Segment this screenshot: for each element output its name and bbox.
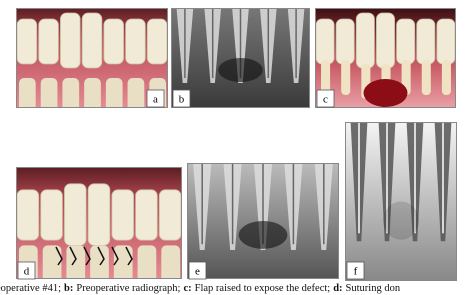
- panel-label: f: [354, 266, 358, 278]
- panel: [171, 8, 310, 108]
- panel: [187, 163, 339, 279]
- tooth: [16, 18, 38, 65]
- caption-text: Suturing don: [345, 283, 401, 294]
- defect: [363, 79, 408, 107]
- tooth: [87, 183, 111, 246]
- panel-label: c: [323, 94, 328, 106]
- lower-tooth: [84, 78, 101, 108]
- suture: [111, 246, 119, 266]
- panel-art: [16, 8, 457, 281]
- tooth: [355, 12, 375, 69]
- tooth: [416, 18, 436, 65]
- suture: [125, 246, 133, 266]
- lower-tooth: [105, 78, 123, 108]
- root: [441, 60, 451, 95]
- tooth: [135, 189, 158, 241]
- panel-label: a: [153, 94, 158, 106]
- panel-border: [315, 8, 456, 108]
- lower-tooth: [40, 78, 58, 108]
- tooth: [158, 189, 182, 241]
- panel-border: [16, 8, 168, 108]
- caption-key: d:: [333, 283, 343, 294]
- lesion: [383, 201, 419, 240]
- lower-tooth: [137, 245, 157, 279]
- lesion: [238, 221, 288, 249]
- lower-tooth: [127, 78, 145, 108]
- lower-tooth: [19, 78, 36, 108]
- lower-tooth: [66, 245, 86, 279]
- figure-panels: a b c d e f: [16, 8, 457, 281]
- panel-border: [171, 8, 310, 108]
- label-box: [188, 261, 207, 280]
- panel: [315, 8, 456, 108]
- panel-image: [345, 122, 457, 281]
- tooth: [81, 12, 103, 69]
- panel-labels: a b c d e f: [17, 89, 365, 280]
- tooth: [125, 18, 146, 65]
- panel: [345, 122, 457, 281]
- caption-key: b:: [64, 283, 74, 294]
- panel-image: [315, 8, 456, 108]
- label-box: [146, 89, 165, 108]
- panel-border: [345, 122, 457, 281]
- tooth: [376, 12, 395, 69]
- caption-text: Flap raised to expose the defect;: [194, 283, 331, 294]
- tooth: [396, 18, 416, 65]
- tooth: [111, 189, 134, 241]
- suture: [83, 246, 91, 266]
- tooth: [16, 189, 40, 241]
- panel-label: e: [195, 266, 200, 278]
- caption-text: eoperative #41;: [0, 283, 62, 294]
- lower-tooth: [113, 245, 133, 279]
- panel-label: d: [24, 266, 30, 278]
- suture: [69, 246, 77, 266]
- tooth: [60, 12, 81, 69]
- lower-tooth: [62, 78, 80, 108]
- panel-label: b: [179, 94, 185, 106]
- caption-text: Preoperative radiograph;: [76, 283, 181, 294]
- panel-border: [187, 163, 339, 279]
- tooth: [64, 183, 87, 246]
- label-box: [172, 89, 191, 108]
- tooth: [146, 18, 168, 65]
- panel-image: [171, 8, 310, 108]
- panel: [16, 8, 168, 108]
- panel-image: [16, 8, 168, 108]
- panel-image: [187, 163, 339, 279]
- label-box: [17, 261, 36, 280]
- tooth: [335, 18, 355, 65]
- suture: [55, 246, 63, 266]
- suture: [97, 246, 105, 266]
- lower-tooth: [90, 245, 109, 279]
- lesion: [218, 58, 263, 82]
- label-box: [346, 261, 365, 280]
- tooth: [315, 18, 335, 65]
- tooth: [40, 189, 63, 241]
- figure-caption: eoperative #41; b: Preoperative radiograph…: [0, 283, 403, 294]
- panel-border: [16, 167, 182, 279]
- tooth: [436, 18, 456, 65]
- tooth: [38, 18, 59, 65]
- panel-image: [16, 167, 182, 279]
- caption-key: c:: [183, 283, 192, 294]
- lower-tooth: [42, 245, 62, 279]
- lower-tooth: [161, 245, 180, 279]
- panel: [16, 167, 182, 279]
- tooth: [103, 18, 124, 65]
- label-box: [316, 89, 335, 108]
- root: [341, 60, 351, 95]
- root: [321, 60, 331, 95]
- root: [421, 60, 431, 95]
